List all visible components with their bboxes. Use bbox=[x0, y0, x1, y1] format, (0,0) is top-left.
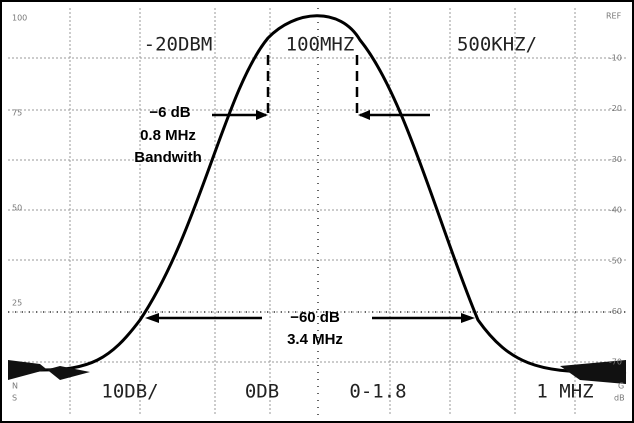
annotation: 0.8 MHz bbox=[140, 127, 196, 144]
left-scale-label: 75 bbox=[12, 109, 22, 118]
right-scale-label: -30 bbox=[609, 155, 622, 164]
marker-span: 1 MHZ bbox=[536, 381, 593, 403]
left-scale-label: 25 bbox=[12, 299, 22, 308]
annotation: 3.4 MHz bbox=[287, 331, 343, 348]
corner-right: G bbox=[618, 382, 624, 391]
span: 500KHZ/ bbox=[457, 34, 537, 56]
left-scale-label: 50 bbox=[12, 204, 22, 213]
ref-label: REF bbox=[606, 12, 622, 21]
right-scale-label: -70 bbox=[609, 358, 622, 367]
scale: 10DB/ bbox=[101, 381, 158, 403]
reference-level: -20DBM bbox=[144, 34, 213, 56]
center-frequency: 100MHZ bbox=[286, 34, 355, 56]
center-marker: 0DB bbox=[245, 381, 279, 403]
annotation: −60 dB bbox=[290, 309, 340, 326]
corner-left: S bbox=[12, 394, 17, 403]
marker-value: 0-1.8 bbox=[349, 381, 406, 403]
annotation: Bandwith bbox=[134, 149, 202, 166]
corner-left: N bbox=[12, 382, 18, 391]
left-scale-label: 100 bbox=[12, 14, 27, 23]
frame bbox=[1, 1, 633, 422]
analyzer-screen: -20DBM 100MHZ 500KHZ/ 10DB/ 0DB 0-1.8 1 … bbox=[0, 0, 634, 423]
right-scale-label: -60 bbox=[609, 307, 622, 316]
right-scale-label: -10 bbox=[609, 54, 622, 63]
right-scale-label: -50 bbox=[609, 256, 622, 265]
annotation: −6 dB bbox=[149, 104, 190, 121]
right-scale-label: -40 bbox=[609, 206, 622, 215]
right-scale-label: -20 bbox=[609, 104, 622, 113]
corner-right: dB bbox=[614, 394, 625, 403]
